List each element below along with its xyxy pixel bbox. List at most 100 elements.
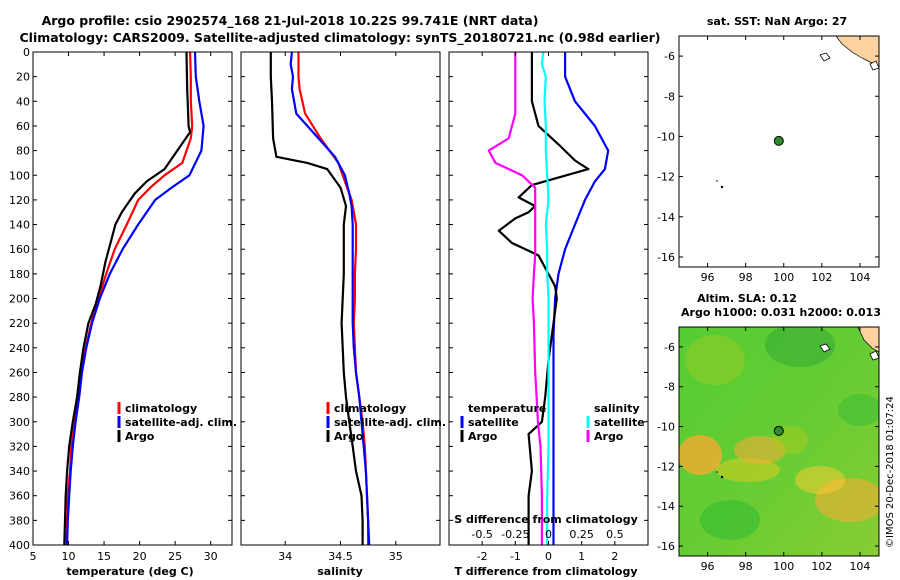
sst-map-frame: [678, 35, 880, 268]
christmas-island-icon: [716, 180, 718, 182]
sst-map-panel: sat. SST: NaN Argo: 27 96 98 100 102 104 -6 -8…: [657, 15, 880, 284]
map-x-tick-label: 100: [773, 271, 794, 284]
island-icon: [869, 350, 879, 361]
y-tick-label: 340: [9, 465, 30, 478]
map-y-tick-label: -12: [657, 171, 675, 184]
map-y-tick-label: -14: [657, 500, 675, 513]
map-y-tick-label: -16: [657, 540, 675, 553]
island-icon: [869, 60, 879, 71]
series-line-salinity-satellite: [540, 51, 550, 545]
x-tick-label: 1: [578, 550, 585, 563]
figure-title-line2: Climatology: CARS2009. Satellite-adjuste…: [19, 30, 660, 46]
y-tick-label: 200: [9, 293, 30, 306]
y-tick-label: 100: [9, 169, 30, 182]
x-tick-label: 35: [389, 550, 403, 563]
x-tick-label: 10: [62, 550, 76, 563]
temperature-legend: climatology satellite-adj. clim. Argo: [117, 402, 237, 443]
map-x-tick-label: 100: [773, 560, 794, 573]
sla-heatmap: [679, 327, 879, 556]
sst-map-background: [679, 36, 879, 267]
difference-top-axis-label: S difference from climatology: [454, 513, 638, 526]
y-tick-label: 40: [16, 95, 30, 108]
y-tick-label: 260: [9, 366, 30, 379]
legend-climatology-label: climatology: [125, 402, 197, 415]
y-tick-label: 180: [9, 268, 30, 281]
x-tick-label: 34: [278, 550, 292, 563]
y-tick-label: 360: [9, 490, 30, 503]
top-x-tick-label: -0.25: [501, 528, 529, 541]
map-y-tick-label: -14: [657, 211, 675, 224]
legend-s-satellite-label: satellite: [594, 416, 645, 429]
y-tick-label: 160: [9, 243, 30, 256]
sla-map-frame: [678, 326, 880, 557]
x-tick-label: 15: [97, 550, 111, 563]
map-y-tick-label: -10: [657, 130, 675, 143]
y-tick-label: 80: [16, 145, 30, 158]
sla-map-title1: Altim. SLA: 0.12: [697, 292, 797, 305]
land-sumatra: [835, 36, 879, 67]
series-line-satellite-adj-clim-: [289, 51, 371, 546]
x-tick-label: 2: [611, 550, 618, 563]
series-line-temperature-argo: [497, 52, 590, 545]
y-tick-label: 380: [9, 514, 30, 527]
map-y-tick-label: -6: [664, 50, 675, 63]
y-tick-label: 220: [9, 317, 30, 330]
x-tick-label: 20: [133, 550, 147, 563]
sla-map-panel: Altim. SLA: 0.12 Argo h1000: 0.031 h2000…: [657, 292, 881, 573]
y-tick-label: 140: [9, 219, 30, 232]
top-x-tick-label: 0: [545, 528, 552, 541]
sla-patch: [795, 466, 845, 494]
y-tick-label: 60: [16, 120, 30, 133]
map-y-tick-label: -10: [657, 421, 675, 434]
salinity-legend-climatology-label: climatology: [334, 402, 406, 415]
legend-t-argo-label: Argo: [468, 430, 498, 443]
sla-patch: [679, 435, 722, 475]
y-tick-label: 0: [23, 46, 30, 59]
legend-t-satellite-label: satellite: [468, 416, 519, 429]
map-y-tick-label: -6: [664, 341, 675, 354]
legend-s-argo-label: Argo: [594, 430, 624, 443]
christmas-island-icon: [720, 475, 724, 479]
series-line-salinity-argo: [487, 52, 544, 545]
argo-float-marker: [773, 425, 784, 436]
sst-map-title: sat. SST: NaN Argo: 27: [707, 15, 847, 28]
x-tick-label: -1: [510, 550, 521, 563]
map-y-tick-label: -16: [657, 251, 675, 264]
top-x-tick-label: 0.25: [569, 528, 594, 541]
series-line-climatology: [65, 51, 194, 546]
map-y-tick-label: -8: [664, 381, 675, 394]
difference-xlabel: T difference from climatology: [454, 565, 637, 578]
series-line-climatology: [297, 52, 370, 545]
legend-argo-label: Argo: [125, 430, 155, 443]
imos-watermark: ©IMOS 20-Dec-2018 01:07:24: [885, 396, 896, 548]
legend-salinity-title: salinity: [594, 402, 640, 415]
map-y-tick-label: -8: [664, 90, 675, 103]
salinity-legend-argo-label: Argo: [334, 430, 364, 443]
island-icon: [819, 343, 831, 353]
sla-patch: [838, 394, 879, 426]
map-x-tick-label: 104: [849, 560, 870, 573]
map-x-tick-label: 98: [739, 560, 753, 573]
y-tick-label: 300: [9, 416, 30, 429]
island-icon: [819, 52, 831, 62]
series-line-satellite-adj-clim-: [66, 51, 205, 546]
x-tick-label: 30: [204, 550, 218, 563]
christmas-island-icon: [716, 471, 718, 473]
sla-patch: [716, 458, 780, 482]
y-tick-label: 240: [9, 342, 30, 355]
figure-title-line1: Argo profile: csio 2902574_168 21-Jul-20…: [42, 13, 539, 29]
salinity-legend: climatology satellite-adj. clim. Argo: [326, 402, 446, 443]
difference-panel: -2 -1 0 1 2 -0.5 -0.25 0 0.25 0.5 T difference fr…: [448, 51, 649, 578]
temperature-xlabel: temperature (deg C): [66, 565, 193, 578]
salinity-xlabel: salinity: [317, 565, 363, 578]
top-x-tick-label: 0.5: [606, 528, 624, 541]
y-tick-label: 400: [9, 539, 30, 552]
salinity-axes-frame: [240, 51, 441, 546]
x-tick-label: -2: [477, 550, 488, 563]
difference-legend: temperature salinity satellite Argo sate…: [460, 402, 645, 443]
map-x-tick-label: 102: [811, 271, 832, 284]
legend-satellite-label: satellite-adj. clim.: [125, 416, 237, 429]
christmas-island-icon: [720, 185, 724, 189]
sla-patch: [700, 500, 760, 540]
